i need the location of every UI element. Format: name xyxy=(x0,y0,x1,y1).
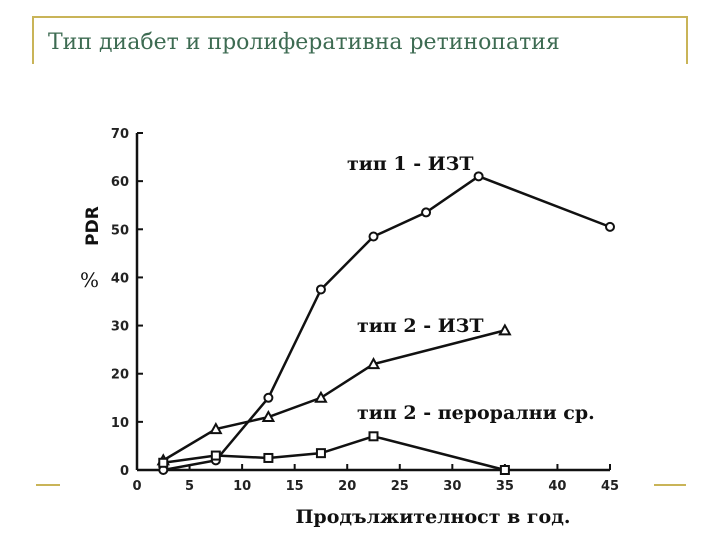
chart-ticks: 0 10 20 30 40 50 60 70 0 5 10 15 20 25 30 35 40 45 xyxy=(111,127,619,494)
data-point-triangle xyxy=(209,422,223,435)
data-point-square xyxy=(315,448,326,459)
series-line xyxy=(163,174,611,472)
x-tick-label: 25 xyxy=(391,479,409,494)
y-axis-label: PDR xyxy=(83,206,103,246)
y-tick-label: 0 xyxy=(120,464,129,479)
data-point-triangle xyxy=(498,323,512,336)
chart-series xyxy=(156,171,615,475)
data-point-square xyxy=(210,450,221,461)
data-point-circle xyxy=(421,207,432,218)
data-point-circle xyxy=(263,392,274,403)
slide-title: Тип диабет и пролиферативна ретинопатия xyxy=(48,30,560,55)
y-tick-label: 40 xyxy=(111,271,129,286)
frame-bottom-left-line xyxy=(36,484,60,486)
x-axis-label: Продължителност в год. xyxy=(295,506,570,528)
data-point-square xyxy=(263,452,274,463)
y-tick-label: 70 xyxy=(111,127,129,142)
series-label-type2-izt: тип 2 - ИЗТ xyxy=(357,315,484,337)
y-tick-label: 20 xyxy=(111,368,129,383)
series-3 xyxy=(158,431,510,475)
x-tick-label: 20 xyxy=(338,479,356,494)
data-point-square xyxy=(158,457,169,468)
y-tick-label: 10 xyxy=(111,416,129,431)
y-tick-label: 60 xyxy=(111,175,129,190)
frame-left-line xyxy=(32,16,34,64)
frame-top-line xyxy=(32,16,688,18)
data-point-circle xyxy=(315,284,326,295)
series-label-type1-izt: тип 1 - ИЗТ xyxy=(347,153,474,175)
data-point-triangle xyxy=(261,409,276,423)
y-tick-label: 50 xyxy=(111,223,129,238)
x-tick-label: 0 xyxy=(132,479,141,494)
x-tick-label: 45 xyxy=(601,479,619,494)
x-tick-label: 10 xyxy=(233,479,251,494)
frame-right-line xyxy=(686,16,688,64)
x-tick-label: 35 xyxy=(496,479,514,494)
y-tick-label: 30 xyxy=(111,320,129,335)
frame-bottom-right-line xyxy=(654,484,686,486)
series-line xyxy=(163,434,506,472)
data-point-square xyxy=(368,431,379,442)
series-2 xyxy=(156,323,512,466)
data-point-triangle xyxy=(366,357,381,370)
chart-axes xyxy=(135,133,610,472)
data-point-square xyxy=(499,465,510,475)
x-tick-label: 15 xyxy=(286,479,304,494)
series-label-type2-oral: тип 2 - перорални ср. xyxy=(357,402,595,424)
y-axis-unit: % xyxy=(80,268,99,292)
x-tick-label: 5 xyxy=(185,479,194,494)
data-point-circle xyxy=(605,221,615,232)
x-tick-label: 40 xyxy=(548,479,566,494)
series-line xyxy=(162,329,506,462)
x-tick-label: 30 xyxy=(443,479,461,494)
data-point-circle xyxy=(368,231,379,242)
data-point-triangle xyxy=(314,390,328,403)
series-1 xyxy=(158,171,615,475)
data-point-circle xyxy=(473,171,484,182)
